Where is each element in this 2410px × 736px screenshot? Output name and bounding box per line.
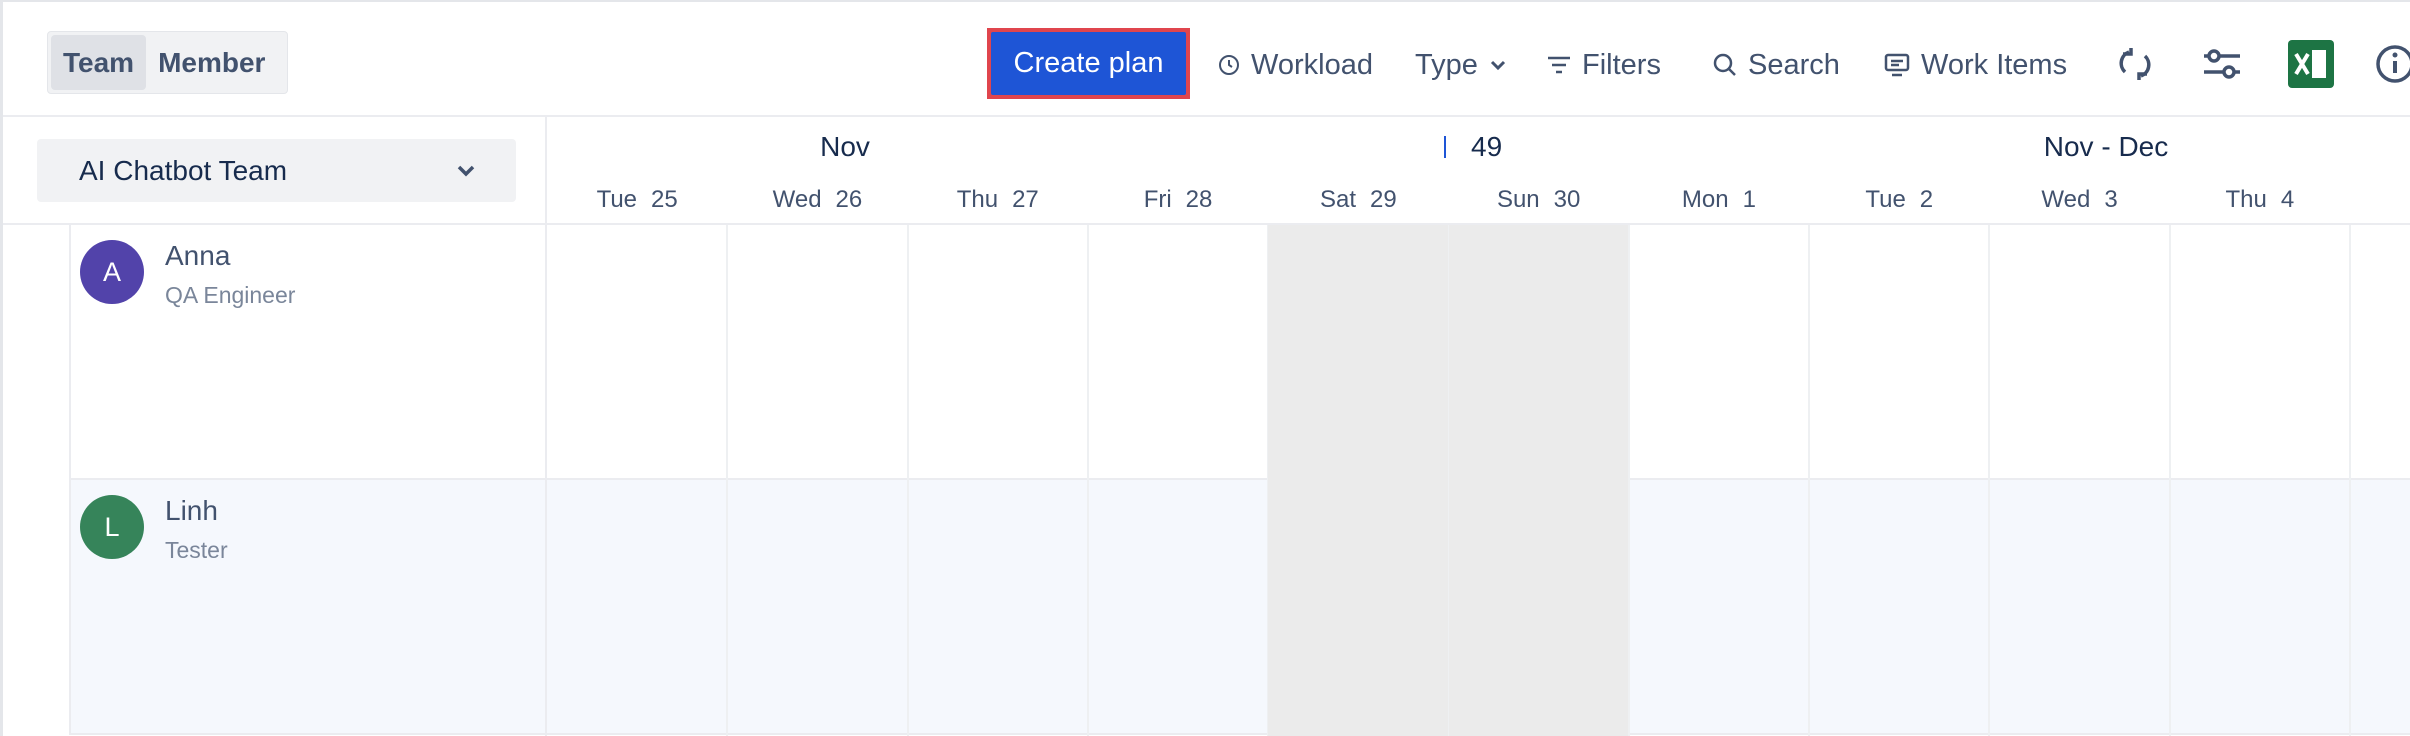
day-label: Wed 26: [727, 186, 907, 214]
weekend-shade: [1268, 225, 1449, 736]
team-select[interactable]: AI Chatbot Team: [37, 139, 516, 202]
day-number: 30: [1553, 186, 1581, 213]
team-tab[interactable]: Team: [51, 35, 147, 90]
member-name: Linh: [165, 495, 218, 526]
column-line: [2168, 225, 2171, 736]
day-number: 2: [1919, 186, 1934, 213]
view-toggle: Team Member: [47, 31, 288, 94]
left-border: [69, 225, 71, 735]
column-line: [1086, 225, 1089, 736]
member-role: QA Engineer: [165, 282, 296, 308]
timeline: A Anna QA Engineer L Linh Tester Tue 25 Wed 26 Thu…: [3, 2, 2410, 736]
member-row: [69, 480, 2410, 735]
chevron-icon: [457, 165, 475, 176]
day-number: 1: [1742, 186, 1756, 213]
weekday: Wed: [772, 186, 822, 213]
weekday: Tue: [596, 186, 638, 213]
week-label: 49: [1471, 131, 1503, 162]
day-number: 3: [2104, 186, 2118, 213]
work-items-button[interactable]: Work Items: [1883, 42, 2067, 88]
column-line: [726, 225, 729, 736]
column-line: [1808, 225, 1811, 736]
column-line: [906, 225, 909, 736]
member-row: [69, 225, 2410, 480]
chevron-icon: [1490, 60, 1505, 71]
sync-icon[interactable]: [2115, 44, 2155, 84]
day-number: 29: [1370, 186, 1397, 213]
work-items-label: Work Items: [1921, 48, 2068, 81]
weekday: Wed: [2041, 186, 2091, 213]
search-icon: [1713, 53, 1736, 76]
excel-icon[interactable]: [2288, 40, 2334, 88]
panel-divider: [545, 117, 547, 736]
avatar: L: [80, 495, 144, 559]
weekday: Fri: [1143, 186, 1172, 213]
column-line: [1988, 225, 1991, 736]
day-number: 27: [1012, 186, 1039, 213]
column-line: [1627, 225, 1630, 736]
create-plan-button[interactable]: Create plan: [987, 28, 1190, 99]
member-tab[interactable]: Member: [158, 47, 266, 78]
info-icon[interactable]: [2375, 44, 2410, 84]
create-plan-label: Create plan: [991, 32, 1186, 95]
weekday: Thu: [2225, 186, 2267, 213]
filters-label: Filters: [1582, 48, 1661, 81]
day-label: Wed 3: [1989, 186, 2169, 214]
day-label: Thu 27: [908, 186, 1088, 214]
type-label: Type: [1415, 48, 1478, 81]
type-button[interactable]: Type: [1415, 42, 1508, 88]
settings-icon[interactable]: [2202, 46, 2242, 82]
day-number: 26: [835, 186, 863, 213]
member-role: Tester: [165, 537, 228, 563]
day-label: Tue 25: [547, 186, 727, 214]
day-number: 28: [1185, 186, 1213, 213]
team-select-label: AI Chatbot Team: [79, 154, 288, 186]
workload-button[interactable]: Workload: [1217, 42, 1373, 88]
weekday: Tue: [1865, 186, 1906, 213]
search-label: Search: [1748, 48, 1840, 81]
weekend-shade: [1448, 225, 1629, 736]
day-label: Sat 29: [1268, 186, 1448, 214]
day-label: Sun 30: [1449, 186, 1629, 214]
column-line: [2349, 225, 2351, 736]
day-label: Tue 2: [1809, 186, 1989, 214]
day-label: Mon 1: [1629, 186, 1809, 214]
day-label: Thu 4: [2170, 186, 2350, 214]
search-button[interactable]: Search: [1712, 42, 1840, 88]
filter-icon: [1548, 56, 1570, 74]
day-label: Fri 28: [1088, 186, 1268, 214]
filters-button[interactable]: Filters: [1546, 42, 1661, 88]
weekday: Thu: [956, 186, 999, 213]
month-label: Nov: [820, 131, 870, 162]
day-number: 4: [2280, 186, 2295, 213]
week-marker: [1444, 136, 1446, 158]
monitor-icon: [1884, 53, 1910, 77]
clock-icon: [1219, 55, 1239, 75]
month-label: Nov - Dec: [2043, 131, 2169, 162]
day-number: 25: [651, 186, 678, 213]
weekday: Mon: [1681, 186, 1729, 213]
day-label: F: [2350, 186, 2410, 214]
avatar: A: [80, 240, 144, 304]
member-name: Anna: [165, 240, 231, 271]
toolbar-divider: [3, 115, 2410, 117]
weekday: Sun: [1496, 186, 1540, 213]
header-divider: [3, 223, 2410, 225]
workload-label: Workload: [1251, 48, 1373, 81]
weekday: Sat: [1319, 186, 1356, 213]
